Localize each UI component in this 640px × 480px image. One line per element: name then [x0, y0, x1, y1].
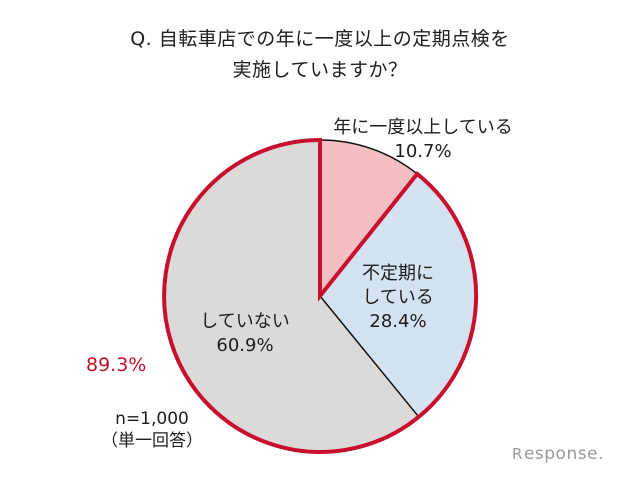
- slice-yearly: [320, 139, 418, 296]
- label-irregular-value: 28.4%: [369, 311, 427, 332]
- label-yearly-value: 10.7%: [394, 141, 452, 162]
- slice-yearly-arc: [319, 139, 418, 175]
- label-irregular-name-1: 不定期に: [362, 263, 434, 284]
- label-total-conducting: 89.3%: [86, 354, 147, 376]
- divider-irregular-none: [319, 295, 420, 418]
- chart-title-line-1: Q. 自転車店での年に一度以上の定期点検を: [130, 28, 510, 50]
- response-logo: Response.: [512, 444, 604, 464]
- label-yearly: 年に一度以上している 10.7%: [318, 116, 528, 164]
- label-irregular-name-2: している: [362, 287, 434, 308]
- sample-size: n=1,000: [115, 409, 189, 429]
- sample-note: n=1,000 （単一回答）: [92, 408, 212, 452]
- label-none-name: していない: [200, 311, 290, 332]
- label-none: していない 60.9%: [180, 310, 310, 358]
- logo-r-glyph: R: [512, 445, 523, 463]
- logo-text: esponse.: [523, 444, 604, 464]
- slice-none: [163, 139, 419, 453]
- answer-type: （単一回答）: [101, 431, 203, 451]
- highlight-outline-89: [162, 137, 479, 454]
- label-none-value: 60.9%: [216, 335, 274, 356]
- label-irregular: 不定期に している 28.4%: [338, 262, 458, 334]
- label-yearly-name: 年に一度以上している: [333, 117, 513, 138]
- slice-irregular: [320, 173, 477, 417]
- chart-title-line-2: 実施していますか？: [232, 59, 408, 81]
